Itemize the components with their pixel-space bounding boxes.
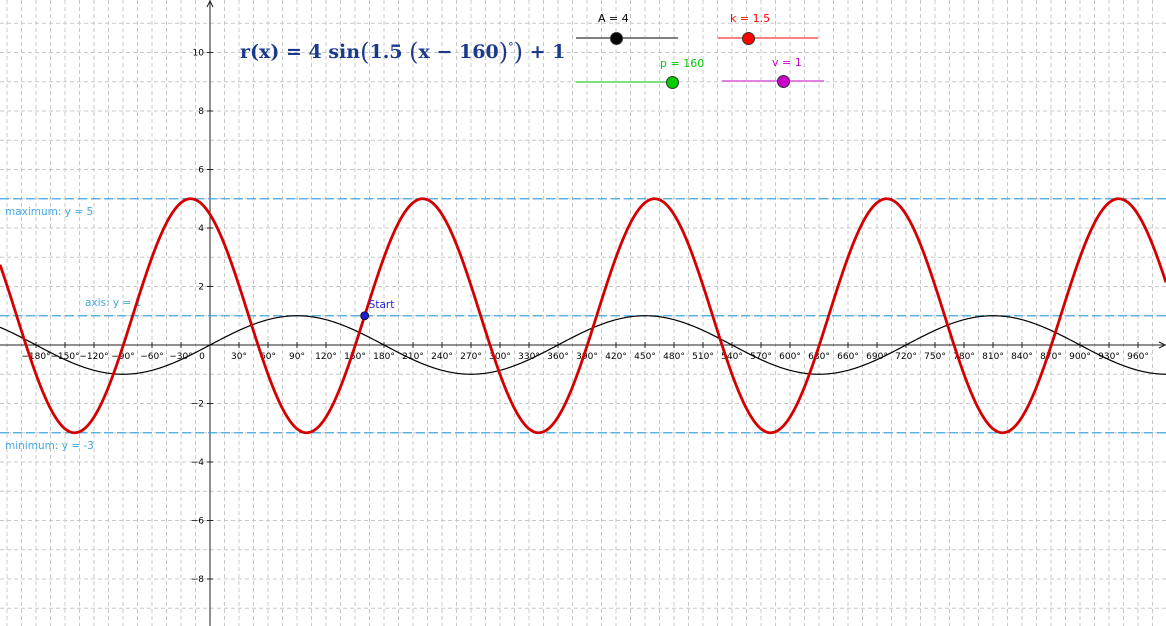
points: Start	[360, 299, 395, 321]
x-tick-label: 450°	[634, 352, 656, 362]
formula-v: 1	[552, 41, 566, 63]
y-tick-label: 6	[198, 166, 204, 176]
y-tick-label: −4	[191, 458, 205, 468]
y-tick-label: 8	[198, 107, 204, 117]
slider-p-knob[interactable]	[662, 72, 682, 92]
slider-k-knob[interactable]	[738, 28, 758, 48]
slider-A-track[interactable]	[576, 37, 678, 39]
formula-function: sin	[328, 41, 361, 63]
reference-lines: maximum: y = 5 axis: y = 1 minimum: y = -3	[0, 198, 1166, 452]
slider-v-knob[interactable]	[773, 71, 793, 91]
x-tick-label: 240°	[431, 352, 453, 362]
slider-A-label: A = 4	[598, 12, 629, 25]
tick-labels: −180° −150° −120° −90° −60° −30° 0 30° 60° 90° 120…	[21, 49, 1148, 586]
x-tick-label: 30°	[231, 352, 247, 362]
reference-line-label: axis: y = 1	[85, 297, 141, 309]
formula-degree: °	[508, 40, 514, 54]
x-tick-label: 390°	[576, 352, 598, 362]
x-axis-arrow	[1158, 341, 1166, 349]
formula-x: x	[418, 41, 430, 63]
formula-equals: =	[285, 41, 302, 63]
x-tick-label: 930°	[1098, 352, 1120, 362]
formula-open-paren: (	[360, 38, 370, 66]
x-tick-label: 360°	[547, 352, 569, 362]
y-tick-label: 2	[198, 283, 204, 293]
curve-sin	[0, 315, 1166, 375]
x-tick-label: 330°	[518, 352, 540, 362]
x-tick-label: 0	[199, 352, 205, 362]
x-tick-label: 840°	[1011, 352, 1033, 362]
x-tick-label: 630°	[808, 352, 830, 362]
y-tick-label: 4	[198, 224, 204, 234]
formula-close-paren: )	[513, 38, 523, 66]
x-tick-label: 210°	[402, 352, 424, 362]
formula-plus: +	[529, 41, 546, 63]
formula-close-paren-inner: )	[498, 38, 509, 66]
x-tick-label: 750°	[924, 352, 946, 362]
formula-open-paren-inner: (	[409, 38, 419, 66]
x-tick-label: 810°	[982, 352, 1004, 362]
formula-name: r(x)	[240, 41, 280, 63]
y-tick-label: −2	[191, 400, 204, 410]
x-tick-label: 420°	[605, 352, 627, 362]
x-tick-label: 900°	[1069, 352, 1091, 362]
slider-v-label: v = 1	[772, 56, 802, 69]
start-point[interactable]	[360, 311, 370, 321]
x-tick-label: 510°	[692, 352, 714, 362]
x-tick-label: 660°	[837, 352, 859, 362]
start-point-label: Start	[369, 299, 395, 311]
x-tick-label: −120°	[79, 352, 108, 362]
slider-p-label: p = 160	[660, 57, 705, 70]
x-tick-label: −60°	[140, 352, 164, 362]
x-tick-label: 720°	[895, 352, 917, 362]
x-tick-label: 600°	[779, 352, 801, 362]
x-tick-label: 90°	[289, 352, 305, 362]
formula-minus: −	[436, 41, 453, 63]
x-tick-label: 300°	[489, 352, 511, 362]
x-tick-label: −180°	[21, 352, 50, 362]
x-tick-label: 150°	[344, 352, 366, 362]
x-tick-label: −30°	[169, 352, 193, 362]
x-tick-label: 690°	[866, 352, 888, 362]
x-tick-label: −150°	[50, 352, 79, 362]
x-tick-label: 480°	[663, 352, 685, 362]
y-tick-label: 10	[193, 49, 205, 59]
reference-line-label: maximum: y = 5	[5, 206, 93, 218]
x-tick-label: 780°	[953, 352, 975, 362]
x-tick-label: 870°	[1040, 352, 1062, 362]
y-tick-label: −6	[191, 517, 205, 527]
curves	[0, 197, 1166, 435]
formula-k: 1.5	[369, 41, 403, 63]
reference-line-label: minimum: y = -3	[5, 440, 94, 452]
slider-p-track[interactable]	[576, 81, 678, 83]
x-tick-label: 960°	[1127, 352, 1149, 362]
x-tick-label: 570°	[750, 352, 772, 362]
slider-k-track[interactable]	[718, 37, 818, 39]
x-tick-label: 180°	[373, 352, 395, 362]
y-axis-arrow	[206, 0, 214, 8]
formula-amplitude: 4	[308, 41, 322, 63]
formula-p: 160	[459, 41, 499, 63]
x-tick-label: 270°	[460, 352, 482, 362]
x-tick-label: 60°	[260, 352, 276, 362]
slider-v-track[interactable]	[722, 80, 824, 82]
slider-k-label: k = 1.5	[730, 12, 771, 25]
x-tick-label: 120°	[315, 352, 337, 362]
curve-r	[0, 197, 1166, 435]
x-tick-label: 540°	[721, 352, 743, 362]
function-formula[interactable]: r(x) = 4 sin(1.5 (x − 160)°) + 1	[240, 38, 565, 66]
y-tick-label: −8	[191, 575, 205, 585]
x-tick-label: −90°	[111, 352, 135, 362]
slider-A-knob[interactable]	[607, 28, 627, 48]
